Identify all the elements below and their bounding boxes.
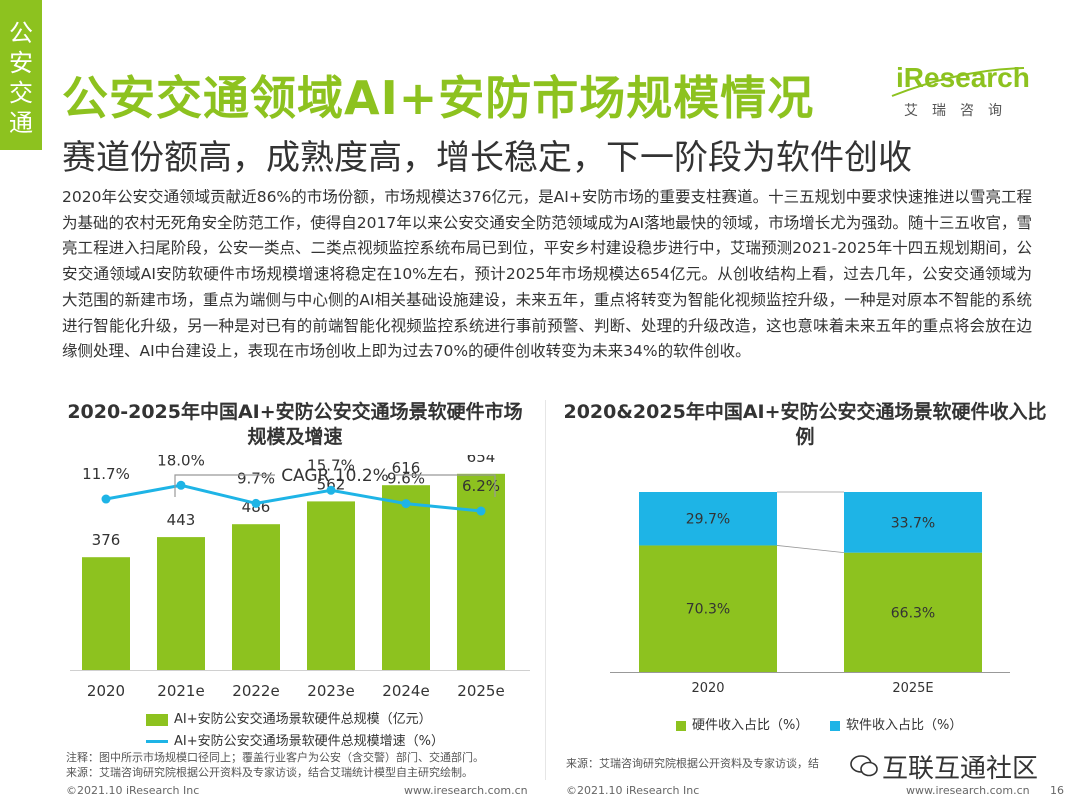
x-tick-2022e: 2022e <box>232 682 279 700</box>
page-number: 16 <box>1050 784 1064 797</box>
logo-swoosh-icon <box>891 67 1025 97</box>
software-label-2025E: 33.7% <box>891 515 935 531</box>
bar-2025e <box>457 473 505 670</box>
growth-point-2024e <box>401 499 411 509</box>
wechat-icon <box>850 755 878 777</box>
bar-label-2023e: 562 <box>317 475 346 493</box>
section-tab: 公安交通 <box>0 0 42 150</box>
x-tick-2025e: 2025e <box>457 682 504 700</box>
bar-label-2021e: 443 <box>167 511 196 529</box>
iresearch-logo: iResearch 艾瑞咨询 <box>888 62 1030 122</box>
bar-2023e <box>307 501 355 670</box>
legend-bar: AI+安防公安交通场景软硬件总规模（亿元） <box>146 708 432 727</box>
page-title: 公安交通领域AI+安防市场规模情况 <box>62 71 815 125</box>
bar-2020 <box>82 557 130 670</box>
growth-label-2024e: 9.6% <box>387 470 425 488</box>
growth-point-2023e <box>326 485 336 495</box>
growth-label-2021e: 18.0% <box>157 455 205 469</box>
footer-url-right: www.iresearch.com.cn <box>906 784 1030 797</box>
legend-bar-label: AI+安防公安交通场景软硬件总规模（亿元） <box>174 712 432 727</box>
chart-divider <box>545 400 546 780</box>
legend-hardware: 硬件收入占比（%） <box>676 714 808 733</box>
growth-label-2020: 11.7% <box>82 465 130 483</box>
legend-software-label: 软件收入占比（%） <box>846 718 963 733</box>
bar-label-2020: 376 <box>92 531 121 549</box>
legend-hardware-label: 硬件收入占比（%） <box>692 718 809 733</box>
hardware-label-2025E: 66.3% <box>891 605 935 621</box>
left-note: 注释：图中所示市场规模口径同上；覆盖行业客户为公安（含交警）部门、交通部门。 <box>66 751 484 764</box>
x-tick-2024e: 2024e <box>382 682 429 700</box>
growth-line <box>105 483 482 513</box>
bar-label-2025e: 654 <box>467 455 496 466</box>
growth-point-2021e <box>176 480 186 490</box>
left-chart-title: 2020-2025年中国AI+安防公安交通场景软硬件市场规模及增速 <box>67 401 523 448</box>
logo-subtitle: 艾瑞咨询 <box>904 103 1016 119</box>
page-subtitle: 赛道份额高，成熟度高，增长稳定，下一阶段为软件创收 <box>62 138 912 178</box>
software-bar-2025E <box>844 492 982 553</box>
hardware-bar-2020 <box>639 545 777 672</box>
logo-wordmark: iResearch <box>896 62 1030 93</box>
growth-label-2022e: 9.7% <box>237 469 275 487</box>
cagr-bracket-left <box>174 474 275 497</box>
right-chart-title: 2020&2025年中国AI+安防公安交通场景软硬件收入比例 <box>563 401 1047 448</box>
market-size-chart: 37620204432021e4862022e5622023e6162024e6… <box>70 455 530 700</box>
x-tick-2021e: 2021e <box>157 682 204 700</box>
watermark-text: 互联互通社区 <box>882 754 1039 784</box>
growth-label-2025e: 6.2% <box>462 477 500 495</box>
software-bar-2020 <box>639 492 777 546</box>
revenue-share-chart: 70.3% 29.7% 2020 66.3% 33.7% 2025E <box>610 491 1010 696</box>
x-tick-2020: 2020 <box>87 682 125 700</box>
x-tick-2023e: 2023e <box>307 682 354 700</box>
bar-2021e <box>157 537 205 670</box>
footer-url-left: www.iresearch.com.cn <box>404 784 528 797</box>
hardware-bar-2025E <box>844 552 982 672</box>
section-tab-label: 公安交通 <box>9 19 33 137</box>
growth-point-2022e <box>251 498 261 508</box>
x-tick-2020: 2020 <box>691 681 724 696</box>
summary-paragraph: 2020年公安交通领域贡献近86%的市场份额，市场规模达376亿元，是AI+安防… <box>62 188 1032 361</box>
software-label-2020: 29.7% <box>686 512 730 528</box>
legend-line: AI+安防公安交通场景软硬件总规模增速（%） <box>146 730 444 749</box>
legend-software: 软件收入占比（%） <box>830 714 962 733</box>
bar-label-2024e: 616 <box>392 459 421 477</box>
connector-mid <box>776 545 845 554</box>
bar-2024e <box>382 485 430 670</box>
legend-line-swatch <box>146 740 168 743</box>
growth-point-2025e <box>476 506 486 516</box>
cagr-annotation: CAGR 10.2% <box>281 466 389 486</box>
growth-label-2023e: 15.7% <box>307 456 355 474</box>
cagr-bracket-right <box>395 474 496 497</box>
legend-bar-swatch <box>146 713 168 726</box>
legend-software-swatch <box>830 720 840 731</box>
left-source: 来源：艾瑞咨询研究院根据公开资料及专家访谈，结合艾瑞统计模型自主研究绘制。 <box>66 766 473 779</box>
footer-copyright-left: ©2021.10 iResearch Inc <box>66 784 200 797</box>
right-source: 来源：艾瑞咨询研究院根据公开资料及专家访谈，结 <box>566 757 819 770</box>
bar-2022e <box>232 524 280 670</box>
x-tick-2025E: 2025E <box>892 681 933 696</box>
growth-point-2020 <box>101 494 111 504</box>
footer-copyright-right: ©2021.10 iResearch Inc <box>566 784 700 797</box>
hardware-label-2020: 70.3% <box>686 602 730 618</box>
legend-line-label: AI+安防公安交通场景软硬件总规模增速（%） <box>174 734 444 749</box>
legend-hardware-swatch <box>676 720 686 731</box>
